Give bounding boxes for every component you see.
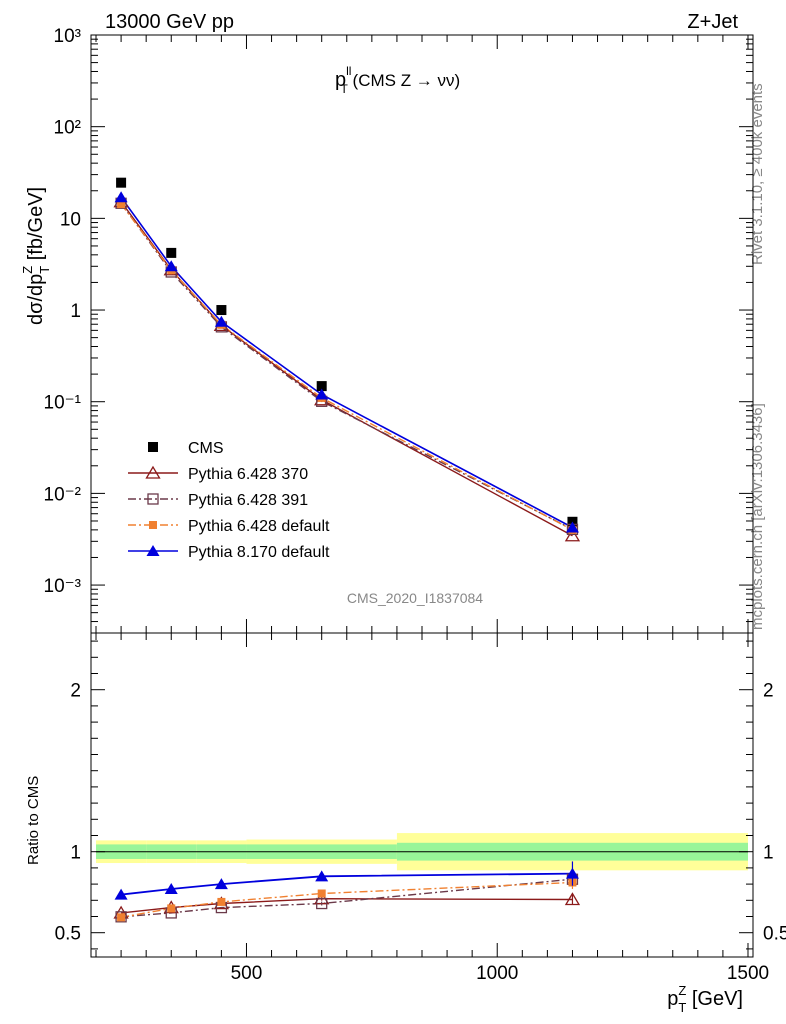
ratio-y-tick-label-right: 0.5	[763, 924, 786, 945]
ratio-frame	[90, 632, 754, 958]
ratio-point-p6_default	[167, 904, 176, 913]
ratio-point-p6_391	[115, 911, 127, 923]
ratio-series-markers	[113, 861, 581, 923]
data-point-cms	[116, 177, 127, 188]
ratio-line-p8_default	[121, 872, 573, 896]
main-ylabel-rest: [fb/GeV]	[25, 187, 47, 266]
ratio-y-tick-label: 1	[70, 843, 81, 864]
data-point-p8_default	[565, 521, 579, 533]
series-line-p6_370	[120, 201, 573, 537]
x-axis-label-main: p	[667, 988, 678, 1010]
plot-title-rest: (CMS Z → νν)	[348, 71, 460, 90]
analysis-id: CMS_2020_I1837084	[347, 590, 483, 606]
legend-label-cms: CMS	[188, 440, 224, 457]
plot-title: pll T (CMS Z → νν)	[335, 64, 460, 96]
series-line-p6_default	[120, 203, 573, 531]
plot-title-sup: ll	[346, 64, 351, 78]
ratio-point-p6_default	[317, 889, 326, 898]
process-label: Z+Jet	[687, 11, 738, 33]
x-axis-label-sub: T	[678, 1000, 686, 1015]
main-series-markers	[113, 177, 581, 542]
main-series-lines	[120, 196, 573, 537]
main-ylabel-sub: T	[37, 266, 52, 274]
ratio-ylabel: Ratio to CMS	[25, 776, 42, 865]
y-tick-label: 10²	[54, 118, 81, 139]
ratio-y-tick-label: 2	[70, 681, 81, 702]
main-ylabel: dσ/dpZ T [fb/GeV]	[20, 187, 52, 325]
x-axis-label: pZ T [GeV]	[667, 983, 743, 1015]
x-tick-label: 500	[231, 963, 263, 984]
legend-label-p6_370: Pythia 6.428 370	[188, 466, 308, 483]
y-tick-label: 10	[60, 209, 81, 230]
ratio-series-lines	[120, 872, 573, 918]
legend-label-p6_391: Pythia 6.428 391	[188, 492, 308, 509]
legend-label-p8_default: Pythia 8.170 default	[188, 544, 330, 561]
data-point-cms	[166, 247, 177, 258]
data-point-p8_default	[214, 315, 228, 327]
legend-marker-cms	[148, 442, 158, 452]
ratio-line-p6_391	[121, 878, 573, 918]
x-tick-label: 1500	[727, 963, 769, 984]
data-point-p8_default	[164, 260, 178, 272]
ratio-panel-axes: 0.5 0.5 1 1 2 2 500 1000 1500	[55, 632, 786, 984]
data-point-cms	[316, 381, 327, 392]
ratio-point-p8_default	[315, 870, 329, 882]
ratio-point-p8_default	[565, 867, 579, 879]
ratio-point-p6_default	[117, 913, 126, 922]
energy-label: 13000 GeV pp	[105, 11, 234, 33]
data-point-p6_default	[117, 200, 126, 209]
main-panel-axes: 10⁻³ 10⁻² 10⁻¹ 1 10 10² 10³	[44, 26, 754, 634]
main-ylabel-main: dσ/dp	[25, 274, 47, 325]
ratio-point-p8_default	[164, 882, 178, 894]
mcplots-label: mcplots.cern.ch [arXiv:1306.3436]	[749, 403, 766, 630]
plot-title-sub: T	[340, 82, 348, 96]
ratio-point-p8_default	[214, 878, 228, 890]
y-tick-label: 10⁻¹	[44, 393, 82, 414]
data-point-p8_default	[114, 191, 128, 203]
ratio-point-p6_370	[564, 892, 581, 906]
ratio-y-tick-label-right: 2	[763, 681, 774, 702]
legend-marker-p8_default	[146, 545, 160, 556]
x-tick-label: 1000	[476, 963, 518, 984]
data-point-cms	[216, 305, 227, 316]
data-point-p8_default	[315, 388, 329, 400]
y-tick-label: 10⁻²	[44, 484, 82, 505]
legend-label-p6_default: Pythia 6.428 default	[188, 518, 330, 535]
plot-title-main: p	[335, 69, 346, 91]
y-tick-label: 10³	[54, 26, 81, 47]
y-tick-label: 1	[70, 301, 81, 322]
ratio-y-tick-label: 0.5	[55, 924, 81, 945]
main-ylabel-sup: Z	[20, 266, 35, 274]
ratio-uncertainty-bands	[96, 833, 748, 871]
ratio-point-p6_391	[316, 897, 328, 910]
ratio-point-p8_default	[114, 888, 128, 900]
ratio-point-p6_default	[217, 897, 226, 906]
legend: CMS Pythia 6.428 370 Pythia 6.428 391 Pythi…	[128, 440, 330, 561]
legend-marker-p6_370	[145, 465, 161, 479]
legend-marker-p6_default	[149, 521, 157, 529]
data-point-p6_370	[564, 528, 581, 542]
y-tick-label: 10⁻³	[44, 576, 82, 597]
x-axis-label-sup: Z	[678, 983, 686, 998]
legend-marker-p6_391	[147, 493, 159, 505]
ratio-y-tick-label-right: 1	[763, 843, 774, 864]
x-axis-label-rest: [GeV]	[686, 988, 743, 1010]
